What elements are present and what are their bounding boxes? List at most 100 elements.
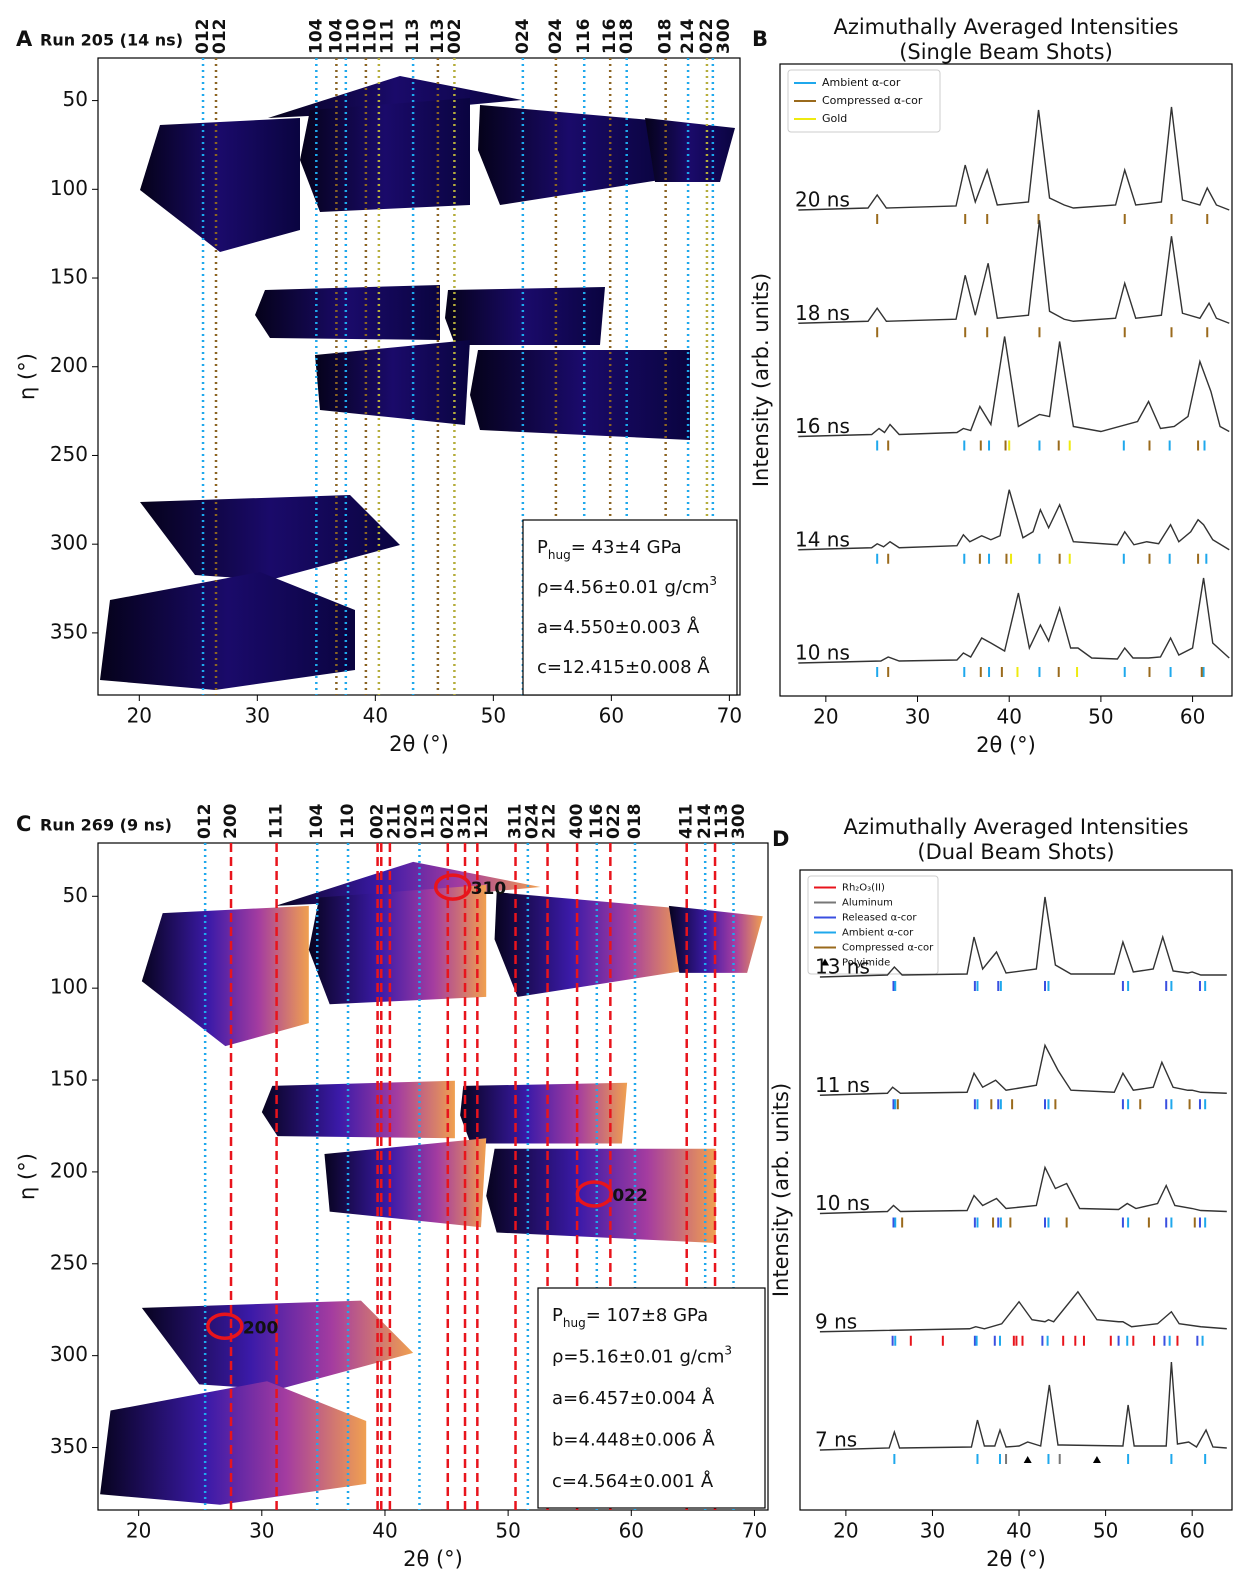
reflection-label: 110 [343,18,363,54]
detector-patch [261,1080,455,1139]
series-label: 20 ns [795,188,850,212]
x-tick-label: 50 [481,704,506,728]
panel-title: Run 269 (9 ns) [40,816,172,835]
reflection-label: 214 [695,803,715,839]
intensity-line [798,220,1230,324]
reflection-label: 200 [221,803,241,839]
y-tick-label: 200 [50,1158,88,1182]
reflection-label: 018 [656,19,676,55]
reflection-label: 311 [506,804,526,840]
y-axis-label: Intensity (arb. units) [749,273,773,487]
inset-text: ρ=4.56±0.01 g/cm3 [537,574,717,599]
plot-frame [97,842,769,1511]
series-label: 9 ns [815,1309,857,1333]
legend-box [807,875,939,975]
reflection-label: 018 [617,19,637,55]
reflection-label: 310 [455,803,475,839]
y-tick-label: 300 [50,1342,88,1366]
reflection-label: 116 [574,19,594,55]
inset-segment: hug [548,548,571,562]
annotation-circle [575,1180,614,1208]
inset-segment: a=4.550±0.003 Å [537,616,700,638]
y-tick-label: 100 [50,975,88,999]
detector-patch [100,572,355,690]
detector-patch [141,905,309,1047]
detector-patch [140,495,400,580]
x-tick-label: 30 [249,1519,274,1543]
reflection-label: 113 [403,19,423,55]
panel-letter: B [752,27,768,51]
detector-patch [100,1381,367,1505]
y-tick-label: 200 [50,353,88,377]
inset-segment: P [552,1305,563,1326]
x-tick-label: 50 [1088,705,1113,729]
intensity-line [819,896,1227,978]
reflection-label: 400 [567,803,587,839]
y-tick-label: 300 [50,531,88,555]
y-axis-label: Intensity (arb. units) [769,1083,793,1297]
y-tick-label: 350 [50,1434,88,1458]
legend-label: Aluminum [842,898,893,909]
inset-segment: c=12.415±0.008 Å [537,656,710,678]
reflection-label: 012 [210,19,230,55]
panel-letter: D [772,827,789,851]
intensity-line [798,489,1230,551]
legend-label: Gold [822,112,847,125]
inset-text: c=4.564±0.001 Å [552,1470,714,1492]
annotation-label: 310 [471,879,507,899]
reflection-label: 211 [385,804,405,840]
intensity-line [819,1043,1227,1096]
legend-label: Ambient α-cor [842,928,914,939]
reflection-label: 024 [523,803,543,839]
intensity-line [798,106,1230,211]
y-tick-label: 100 [50,176,88,200]
detector-patch [300,98,470,212]
series-label: 16 ns [795,414,850,438]
series-label: 13 ns [815,955,870,979]
x-tick-label: 20 [833,1519,858,1543]
detector-patch [140,118,300,252]
x-tick-label: 60 [619,1519,644,1543]
series-label: 10 ns [815,1191,870,1215]
reflection-label: 022 [604,804,624,840]
legend-label: Polyimide [842,958,890,969]
x-tick-label: 20 [126,1519,151,1543]
reflection-label: 110 [338,803,358,839]
inset-box [522,519,738,696]
plot-frame [97,57,741,696]
intensity-line [798,336,1230,438]
intensity-line [819,1165,1227,1215]
inset-box [537,1287,766,1509]
detector-patch [324,1138,487,1228]
reflection-label: 021 [438,804,458,840]
y-tick-label: 150 [50,1067,88,1091]
x-tick-label: 50 [495,1519,520,1543]
reflection-label: 018 [625,804,645,840]
inset-text: a=6.457±0.004 Å [552,1387,715,1409]
detector-patch [645,118,735,182]
inset-segment: = 43±4 GPa [571,537,682,558]
reflection-label: 020 [402,803,422,839]
reflection-label: 121 [472,804,492,840]
y-tick-label: 150 [50,265,88,289]
reflection-label: 300 [714,18,734,54]
inset-segment: = 107±8 GPa [586,1305,708,1326]
reflection-label: 012 [195,804,215,840]
y-tick-label: 50 [63,87,88,111]
y-tick-label: 250 [50,442,88,466]
y-axis-label: η (°) [15,1153,39,1200]
inset-segment: ρ=4.56±0.01 g/cm [537,577,709,598]
inset-text: Phug= 107±8 GPa [552,1305,708,1330]
reflection-label: 113 [712,804,732,840]
detector-patch [308,884,487,1005]
inset-segment: P [537,537,548,558]
y-tick-label: 50 [63,883,88,907]
reflection-label: 024 [513,18,533,54]
chart-title: Azimuthally Averaged Intensities [843,815,1188,839]
series-label: 10 ns [795,641,850,665]
panel-letter: C [16,812,31,836]
reflection-label: 012 [193,19,213,55]
legend-box [787,69,941,133]
x-tick-label: 50 [1093,1519,1118,1543]
